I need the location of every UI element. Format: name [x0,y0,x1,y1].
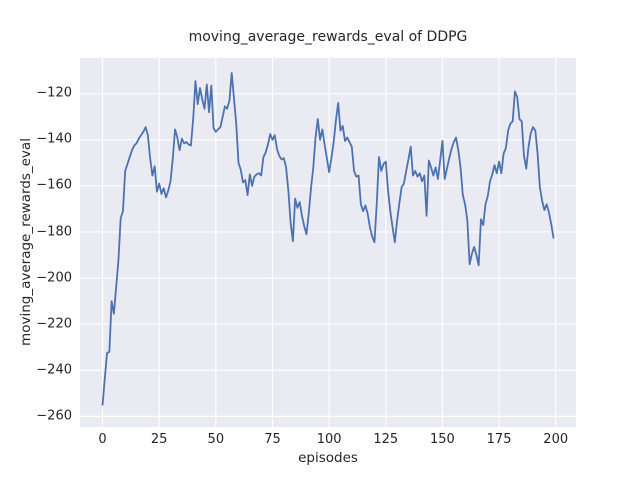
plot-canvas [80,57,576,428]
y-tick-label: −160 [36,177,72,193]
y-axis-label: moving_average_rewards_eval [18,138,34,346]
y-tick-label: −180 [36,224,72,240]
x-axis-label: episodes [298,450,358,466]
x-tick-label: 100 [316,432,342,447]
y-tick-label: −120 [36,85,72,101]
y-tick-label: −240 [36,362,72,378]
reward-series-line [101,71,555,406]
x-tick-label: 175 [486,432,512,447]
y-tick-label: −140 [36,131,72,147]
grid-lines [80,57,576,428]
x-tick-label: 125 [373,432,399,447]
x-tick-label: 75 [264,432,281,447]
x-tick-label: 200 [543,432,569,447]
chart-title: moving_average_rewards_eval of DDPG [188,29,468,45]
plot-area [80,57,576,428]
x-tick-label: 0 [98,432,107,447]
y-tick-label: −200 [36,270,72,286]
y-tick-label: −220 [36,316,72,332]
y-tick-label: −260 [36,408,72,424]
x-tick-label: 50 [207,432,225,447]
x-tick-label: 25 [150,432,168,447]
x-tick-label: 150 [430,432,455,447]
